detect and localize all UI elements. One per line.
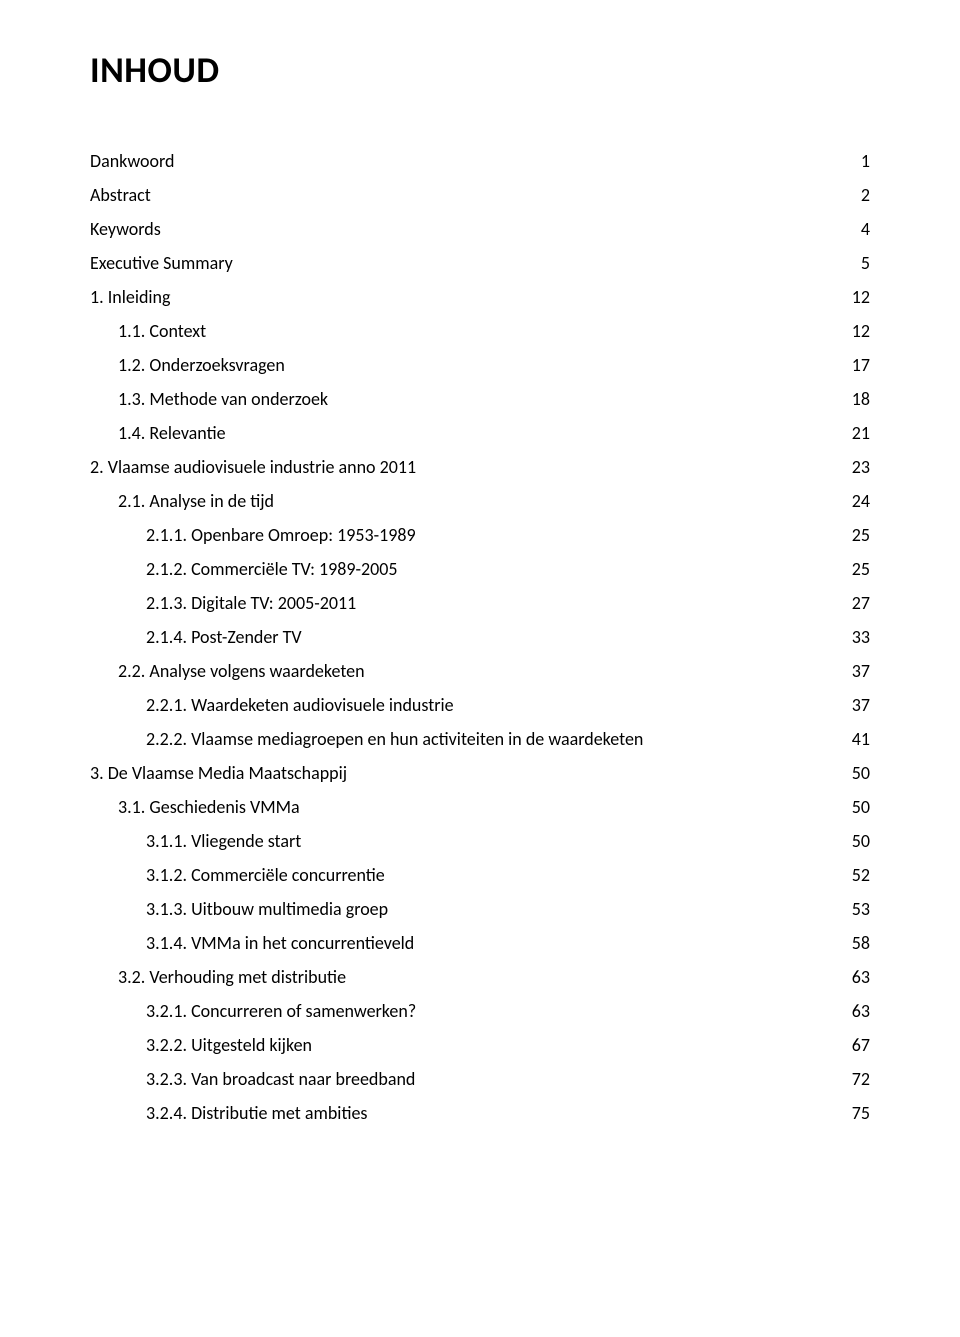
toc-row: 3.1. Geschiedenis VMMa 50 (90, 798, 870, 816)
toc-row: 3.1.4. VMMa in het concurrentieveld 58 (90, 934, 870, 952)
toc-entry-page: 4 (861, 220, 870, 238)
toc-entry-label: 1.4. Relevantie (118, 424, 226, 442)
toc-row: 2.2. Analyse volgens waardeketen 37 (90, 662, 870, 680)
toc-entry-label: 2.1.1. Openbare Omroep: 1953-1989 (146, 526, 416, 544)
toc-row: 3.2.4. Distributie met ambities 75 (90, 1104, 870, 1122)
toc-entry-label: 3.2.4. Distributie met ambities (146, 1104, 367, 1122)
toc-entry-page: 24 (852, 492, 870, 510)
toc-row: 2.1.3. Digitale TV: 2005-2011 27 (90, 594, 870, 612)
toc-entry-label: 2.1.4. Post-Zender TV (146, 628, 302, 646)
table-of-contents: Dankwoord 1 Abstract 2 Keywords 4 Executive Su… (90, 152, 870, 1122)
toc-entry-page: 50 (852, 798, 870, 816)
toc-entry-label: 3.1.1. Vliegende start (146, 832, 301, 850)
toc-entry-page: 21 (852, 424, 870, 442)
toc-entry-label: 3.2.3. Van broadcast naar breedband (146, 1070, 415, 1088)
toc-entry-page: 25 (852, 560, 870, 578)
toc-row: 2.1. Analyse in de tijd 24 (90, 492, 870, 510)
toc-row: Abstract 2 (90, 186, 870, 204)
toc-entry-label: Keywords (90, 220, 161, 238)
toc-entry-page: 41 (852, 730, 870, 748)
toc-row: 1.4. Relevantie 21 (90, 424, 870, 442)
toc-row: Keywords 4 (90, 220, 870, 238)
toc-entry-label: 3.1.4. VMMa in het concurrentieveld (146, 934, 414, 952)
toc-entry-label: 2.2.1. Waardeketen audiovisuele industri… (146, 696, 454, 714)
toc-row: 3.1.1. Vliegende start 50 (90, 832, 870, 850)
toc-entry-page: 33 (852, 628, 870, 646)
toc-row: 3.2.3. Van broadcast naar breedband 72 (90, 1070, 870, 1088)
toc-entry-page: 37 (852, 662, 870, 680)
toc-entry-label: 3.2. Verhouding met distributie (118, 968, 346, 986)
toc-entry-label: 1.1. Context (118, 322, 206, 340)
toc-row: 1.1. Context 12 (90, 322, 870, 340)
toc-entry-label: 2.2.2. Vlaamse mediagroepen en hun activ… (146, 730, 643, 748)
toc-row: 3.1.2. Commerciële concurrentie 52 (90, 866, 870, 884)
toc-row: Dankwoord 1 (90, 152, 870, 170)
toc-entry-label: 1.3. Methode van onderzoek (118, 390, 328, 408)
toc-entry-page: 1 (861, 152, 870, 170)
document-page: INHOUD Dankwoord 1 Abstract 2 Keywords 4 Execu… (0, 0, 960, 1198)
toc-entry-page: 50 (852, 832, 870, 850)
page-title: INHOUD (90, 48, 870, 92)
toc-entry-page: 17 (852, 356, 870, 374)
toc-row: Executive Summary 5 (90, 254, 870, 272)
toc-row: 2. Vlaamse audiovisuele industrie anno 2… (90, 458, 870, 476)
toc-entry-label: Dankwoord (90, 152, 175, 170)
toc-entry-label: 3.1.3. Uitbouw multimedia groep (146, 900, 388, 918)
toc-entry-page: 63 (852, 1002, 870, 1020)
toc-entry-page: 75 (852, 1104, 870, 1122)
toc-row: 3.2.2. Uitgesteld kijken 67 (90, 1036, 870, 1054)
toc-entry-label: 2.1.3. Digitale TV: 2005-2011 (146, 594, 356, 612)
toc-entry-label: 2. Vlaamse audiovisuele industrie anno 2… (90, 458, 416, 476)
toc-entry-label: 1.2. Onderzoeksvragen (118, 356, 285, 374)
toc-entry-page: 58 (852, 934, 870, 952)
toc-row: 1. Inleiding 12 (90, 288, 870, 306)
toc-entry-page: 12 (852, 288, 870, 306)
toc-row: 2.1.1. Openbare Omroep: 1953-1989 25 (90, 526, 870, 544)
toc-entry-label: Executive Summary (90, 254, 233, 272)
toc-entry-label: 2.1. Analyse in de tijd (118, 492, 274, 510)
toc-entry-page: 53 (852, 900, 870, 918)
toc-entry-label: 2.1.2. Commerciële TV: 1989-2005 (146, 560, 397, 578)
toc-row: 2.2.2. Vlaamse mediagroepen en hun activ… (90, 730, 870, 748)
toc-entry-label: 3.2.1. Concurreren of samenwerken? (146, 1002, 416, 1020)
toc-entry-page: 52 (852, 866, 870, 884)
toc-entry-page: 2 (861, 186, 870, 204)
toc-entry-page: 37 (852, 696, 870, 714)
toc-entry-label: 3.2.2. Uitgesteld kijken (146, 1036, 312, 1054)
toc-row: 3.2. Verhouding met distributie 63 (90, 968, 870, 986)
toc-entry-label: 3.1.2. Commerciële concurrentie (146, 866, 385, 884)
toc-entry-page: 63 (852, 968, 870, 986)
toc-entry-label: 1. Inleiding (90, 288, 170, 306)
toc-entry-page: 23 (852, 458, 870, 476)
toc-entry-page: 25 (852, 526, 870, 544)
toc-row: 3. De Vlaamse Media Maatschappij 50 (90, 764, 870, 782)
toc-entry-page: 72 (852, 1070, 870, 1088)
toc-row: 1.2. Onderzoeksvragen 17 (90, 356, 870, 374)
toc-entry-label: 3. De Vlaamse Media Maatschappij (90, 764, 347, 782)
toc-row: 2.2.1. Waardeketen audiovisuele industri… (90, 696, 870, 714)
toc-entry-page: 18 (852, 390, 870, 408)
toc-entry-page: 50 (852, 764, 870, 782)
toc-entry-label: 3.1. Geschiedenis VMMa (118, 798, 300, 816)
toc-entry-label: 2.2. Analyse volgens waardeketen (118, 662, 365, 680)
toc-entry-page: 5 (861, 254, 870, 272)
toc-row: 1.3. Methode van onderzoek 18 (90, 390, 870, 408)
toc-entry-page: 67 (852, 1036, 870, 1054)
toc-row: 2.1.4. Post-Zender TV 33 (90, 628, 870, 646)
toc-entry-page: 27 (852, 594, 870, 612)
toc-row: 2.1.2. Commerciële TV: 1989-2005 25 (90, 560, 870, 578)
toc-entry-label: Abstract (90, 186, 151, 204)
toc-row: 3.1.3. Uitbouw multimedia groep 53 (90, 900, 870, 918)
toc-row: 3.2.1. Concurreren of samenwerken? 63 (90, 1002, 870, 1020)
toc-entry-page: 12 (852, 322, 870, 340)
